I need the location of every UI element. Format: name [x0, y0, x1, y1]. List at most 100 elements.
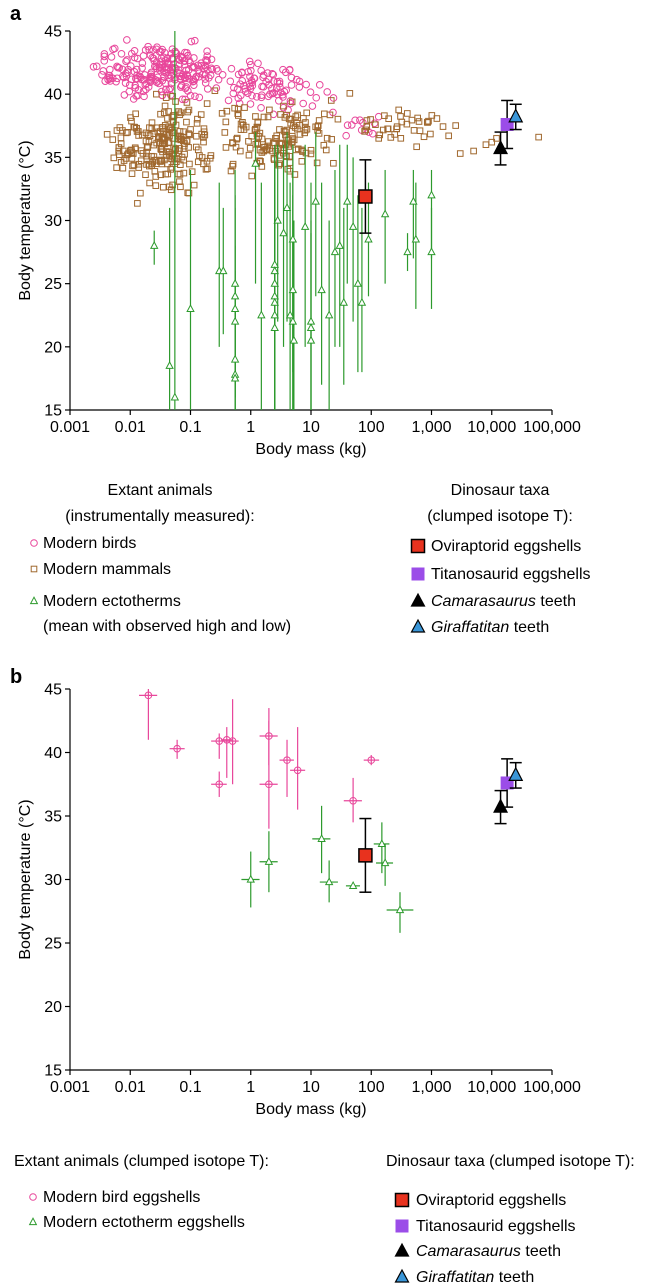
y-tick-label: 25: [44, 936, 62, 953]
bird-point: [281, 68, 290, 77]
bird-point: [106, 77, 114, 85]
ectotherm-point: [311, 196, 321, 205]
legend-dino-header-1: Dinosaur taxa: [451, 482, 550, 499]
x-tick-label: 0.001: [50, 1079, 90, 1096]
mammal-point: [103, 131, 111, 138]
mammal-point: [363, 117, 371, 124]
mammal-point: [127, 114, 134, 121]
ectotherm-point: [264, 856, 274, 865]
bird-point: [282, 86, 290, 95]
mammal-point: [275, 152, 283, 159]
camarasaurus-series: [493, 131, 509, 166]
mammal-point: [276, 160, 283, 167]
mammal-point: [376, 131, 384, 139]
bird-point: [295, 83, 304, 91]
bird-point: [207, 55, 216, 64]
ectotherm-point: [230, 304, 240, 313]
mammal-point: [156, 133, 163, 140]
bird-point: [89, 62, 98, 71]
mammal-point: [315, 117, 323, 124]
bird-point: [125, 81, 134, 89]
mammal-point: [157, 110, 164, 118]
mammal-point: [384, 125, 391, 133]
bird-point: [30, 539, 38, 547]
bird-point: [312, 93, 321, 102]
bird-point: [98, 70, 106, 79]
ectotherm-point: [285, 310, 295, 319]
plot-area: [139, 689, 524, 933]
mammal-point: [294, 145, 302, 153]
bird-point: [229, 89, 238, 98]
mammal-point: [229, 139, 237, 147]
ectotherm-series: [241, 805, 414, 933]
bird-point: [374, 112, 383, 121]
mammal-point: [296, 122, 303, 129]
mammal-point: [280, 102, 287, 110]
bird-point: [180, 57, 189, 65]
bird-point: [245, 57, 254, 66]
mammal-point: [178, 153, 186, 161]
giraffatitan-legend-marker: [410, 618, 426, 633]
bird-point: [182, 70, 191, 79]
giraffatitan-point: [508, 766, 524, 781]
mammal-point: [135, 132, 142, 139]
bird-point: [226, 77, 235, 86]
bird-point: [138, 64, 146, 72]
mammal-point: [367, 116, 374, 123]
mammal-point: [229, 162, 236, 170]
mammal-point: [320, 141, 328, 149]
bird-point: [157, 54, 166, 63]
bird-point: [134, 86, 143, 94]
bird-point: [248, 91, 256, 100]
legend-extant-header: Extant animals (clumped isotope T):: [14, 1153, 269, 1170]
oviraptorid-series: [358, 159, 373, 234]
mammal-point: [298, 158, 306, 165]
mammal-point: [292, 113, 300, 120]
mammal-point: [202, 166, 210, 173]
mammal-point: [117, 159, 125, 166]
mammal-point: [146, 132, 154, 140]
mammal-point: [152, 173, 160, 180]
mammal-point: [161, 102, 169, 110]
mammal-point: [143, 143, 151, 150]
bird-point: [293, 766, 302, 775]
mammal-point: [237, 147, 244, 155]
mammal-point: [218, 110, 226, 117]
bird-point: [287, 73, 296, 82]
mammal-point: [334, 115, 342, 123]
titanosaurid-legend-marker: [411, 567, 425, 581]
bird-point: [222, 736, 231, 744]
y-axis-title: Body temperature (°C): [17, 799, 34, 959]
mammal-point: [234, 105, 242, 113]
bird-point: [163, 54, 172, 63]
bird-point: [173, 744, 181, 753]
bird-point: [286, 99, 295, 108]
ectotherm-point: [306, 316, 316, 325]
mammal-point: [245, 151, 253, 159]
legend-dino-header-2: (clumped isotope T):: [427, 508, 573, 525]
x-tick-label: 10: [302, 1079, 320, 1096]
x-tick-label: 10,000: [467, 1079, 516, 1096]
bird-point: [224, 96, 233, 105]
legend-label-bird: Modern bird eggshells: [43, 1189, 200, 1206]
mammal-point: [128, 155, 136, 162]
bird-point: [163, 59, 172, 68]
bird-point: [228, 737, 237, 745]
ectotherm-point: [251, 158, 260, 167]
mammal-point: [241, 104, 248, 111]
bird-point: [115, 64, 123, 72]
mammal-point: [187, 126, 194, 133]
bird-point: [133, 65, 141, 74]
y-tick-label: 25: [44, 276, 62, 293]
mammal-point: [284, 165, 292, 173]
ectotherm-point: [219, 266, 228, 275]
ectotherm-point: [330, 247, 340, 256]
mammal-point: [248, 172, 256, 180]
mammal-point: [313, 159, 321, 167]
legend-label-italic: Giraffatitan: [416, 1269, 494, 1286]
mammal-point: [233, 135, 240, 143]
bird-point: [100, 52, 109, 61]
ectotherm-point: [279, 228, 288, 237]
bird-point: [92, 62, 101, 71]
bird-point: [122, 57, 130, 66]
